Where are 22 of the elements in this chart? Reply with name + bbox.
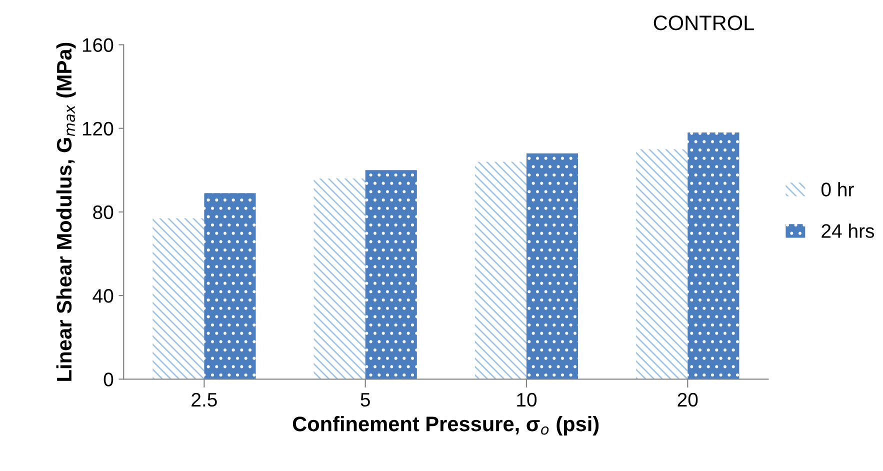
bar [636, 149, 688, 380]
x-tick-label: 20 [678, 392, 698, 407]
y-tick-label: 40 [92, 289, 114, 303]
bar [526, 153, 578, 380]
legend-label: 0 hr [821, 182, 854, 196]
y-tick-label: 0 [104, 372, 114, 386]
x-tick-label: 2.5 [192, 392, 217, 407]
legend-label: 24 hrs [822, 224, 874, 238]
x-axis-title: Confinement Pressure, σ$_{o}$ (psi) [292, 416, 599, 436]
bar [204, 193, 256, 380]
bar [474, 162, 526, 380]
x-tick-label: 5 [360, 393, 370, 407]
y-axis-title: Linear Shear Modulus, G$_{max}$ (MPa) [56, 42, 76, 381]
x-tick-label: 10 [517, 392, 537, 407]
bar [688, 132, 740, 380]
bar [314, 178, 366, 380]
y-tick-label: 80 [93, 205, 114, 220]
y-tick-label: 120 [82, 122, 114, 136]
chart-title: CONTROL [654, 16, 754, 30]
bar [365, 170, 417, 380]
y-tick-label: 160 [82, 38, 114, 52]
bar [152, 218, 204, 380]
